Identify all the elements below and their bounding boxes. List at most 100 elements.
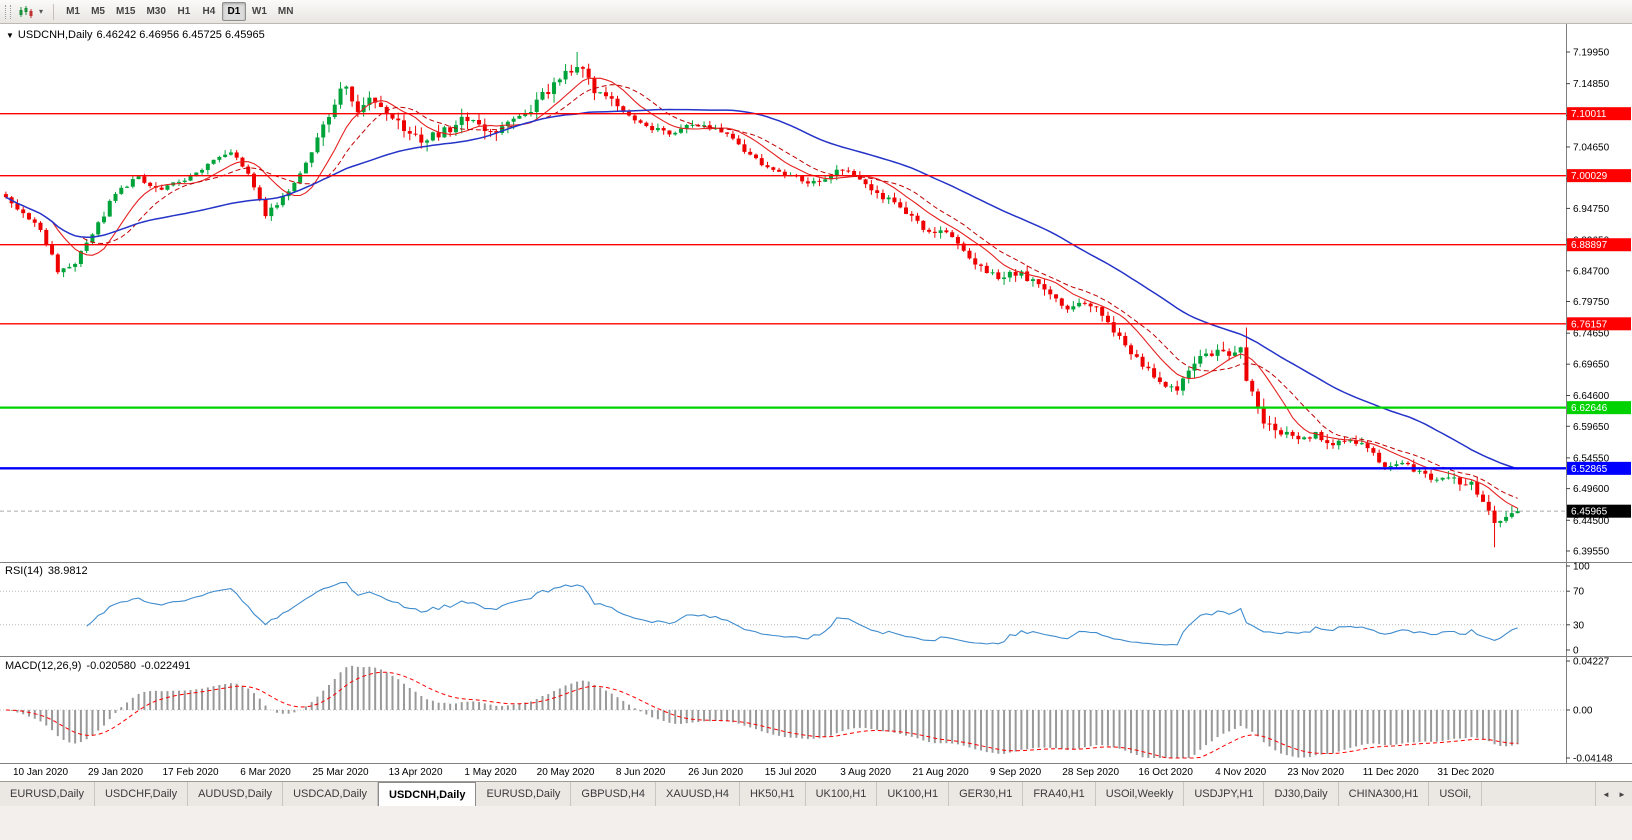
candlestick-chart-icon	[19, 5, 33, 18]
candle-body	[1250, 380, 1255, 392]
chart-background[interactable]	[0, 24, 1632, 781]
timeframe-button-h1[interactable]: H1	[177, 6, 191, 17]
current-price-badge: 6.45965	[1567, 504, 1631, 518]
candle-body	[1400, 462, 1405, 465]
timeframe-button-h4[interactable]: H4	[202, 6, 216, 17]
candle-body	[909, 213, 914, 216]
candle-body	[678, 128, 683, 133]
candle-body	[1192, 363, 1197, 371]
date-label: 13 Apr 2020	[389, 767, 443, 778]
time-axis[interactable]: 10 Jan 2020 29 Jan 2020 17 Feb 2020 6 Mar 2…	[13, 767, 1495, 778]
candle-body	[638, 120, 643, 123]
candle-body	[1059, 298, 1064, 306]
chart-tab-hk50-h1[interactable]: HK50,H1	[740, 782, 806, 806]
chart-tab-uk100-h1[interactable]: UK100,H1	[806, 782, 878, 806]
dropdown-caret-icon[interactable]: ▾	[39, 7, 44, 16]
candle-body	[182, 180, 187, 182]
candle-body	[1365, 443, 1370, 449]
date-label: 4 Nov 2020	[1215, 767, 1267, 778]
svg-text:6.45965: 6.45965	[1571, 507, 1608, 518]
candle-body	[130, 179, 135, 187]
candle-body	[44, 229, 49, 245]
candle-body	[430, 132, 435, 141]
timeframe-button-d1[interactable]: D1	[221, 2, 246, 21]
chart-tab-gbpusd-h4[interactable]: GBPUSD,H4	[571, 782, 656, 806]
candle-body	[477, 119, 482, 125]
chart-tab-audusd-daily[interactable]: AUDUSD,Daily	[188, 782, 284, 806]
candle-body	[1117, 332, 1122, 336]
candle-body	[1290, 431, 1295, 436]
candle-body	[1446, 477, 1451, 479]
chart-tab-usoil-[interactable]: USOil,	[1429, 782, 1483, 806]
candle-body	[223, 154, 228, 157]
candle-body	[1434, 479, 1439, 481]
candle-body	[540, 92, 545, 100]
chart-tab-usoil-weekly[interactable]: USOil,Weekly	[1096, 782, 1185, 806]
candle-body	[1388, 465, 1393, 467]
timeframe-button-m15[interactable]: M15	[116, 6, 136, 17]
candle-body	[1469, 481, 1474, 485]
chart-tab-usdjpy-h1[interactable]: USDJPY,H1	[1184, 782, 1265, 806]
candle-body	[759, 158, 764, 166]
chart-tab-ger30-h1[interactable]: GER30,H1	[949, 782, 1024, 806]
candle-body	[442, 127, 447, 138]
candle-body	[777, 169, 782, 172]
candle-body	[719, 128, 724, 133]
date-label: 1 May 2020	[464, 767, 517, 778]
timeframe-toolbar: ▾ M1 M5 M15 M30 H1 H4 D1 W1 MN	[0, 0, 1632, 24]
chart-tab-china300-h1[interactable]: CHINA300,H1	[1339, 782, 1430, 806]
svg-text:6.62646: 6.62646	[1571, 403, 1608, 414]
candle-body	[546, 92, 551, 95]
candle-body	[200, 169, 205, 173]
candle-body	[419, 134, 424, 143]
date-label: 31 Dec 2020	[1437, 767, 1494, 778]
timeframe-button-m5[interactable]: M5	[91, 6, 105, 17]
chart-type-icon[interactable]	[18, 5, 34, 19]
toolbar-drag-handle[interactable]	[5, 4, 11, 19]
candle-body	[26, 213, 31, 220]
tab-scroll-right-button[interactable]: ►	[1618, 789, 1626, 799]
candle-body	[378, 102, 383, 107]
candle-body	[251, 173, 256, 188]
candle-body	[159, 187, 164, 190]
chart-tab-uk100-h1[interactable]: UK100,H1	[877, 782, 950, 806]
timeframe-button-mn[interactable]: MN	[277, 6, 294, 17]
collapse-chart-icon[interactable]: ▼	[6, 30, 14, 40]
chart-tab-dj30-daily[interactable]: DJ30,Daily	[1264, 782, 1339, 806]
chart-tab-eurusd-daily[interactable]: EURUSD,Daily	[0, 782, 95, 806]
price-line-badge: 6.52865	[1567, 461, 1631, 475]
macd-axis[interactable]: 0.04227 0.00 -0.04148	[1566, 657, 1613, 765]
rsi-axis[interactable]: 100 70 30 0	[1566, 562, 1590, 657]
price-tick-label: 7.19950	[1573, 48, 1610, 59]
candle-body	[67, 266, 72, 269]
candle-body	[1371, 448, 1376, 453]
candle-body	[1486, 501, 1491, 511]
chart-tab-bar: EURUSD,Daily USDCHF,Daily AUDUSD,Daily USDC…	[0, 781, 1632, 806]
candle-body	[275, 205, 280, 208]
chart-tab-usdcad-daily[interactable]: USDCAD,Daily	[283, 782, 379, 806]
chart-tab-usdchf-daily[interactable]: USDCHF,Daily	[95, 782, 189, 806]
candle-body	[1492, 510, 1497, 523]
candle-body	[690, 124, 695, 126]
chart-tab-xauusd-h4[interactable]: XAUUSD,H4	[656, 782, 740, 806]
timeframe-button-m30[interactable]: M30	[146, 6, 166, 17]
timeframe-button-m1[interactable]: M1	[66, 6, 80, 17]
candle-body	[552, 82, 557, 95]
chart-tab-fra40-h1[interactable]: FRA40,H1	[1023, 782, 1096, 806]
chart-tab-eurusd-daily[interactable]: EURUSD,Daily	[476, 782, 572, 806]
chart-tab-usdcnh-daily[interactable]: USDCNH,Daily	[378, 782, 477, 806]
candle-body	[1123, 335, 1128, 346]
candle-body	[857, 175, 862, 180]
timeframe-button-w1[interactable]: W1	[251, 6, 267, 17]
candle-body	[1475, 481, 1480, 495]
timeframe-buttons: M1 M5 M15 M30 H1 H4 D1 W1 MN	[61, 2, 298, 21]
candle-body	[350, 86, 355, 102]
tab-scroll-left-button[interactable]: ◄	[1602, 789, 1610, 799]
candle-body	[1325, 440, 1330, 444]
candle-body	[1498, 520, 1503, 523]
moving-average-9	[5, 77, 1518, 509]
rsi-name: RSI(14)	[5, 565, 43, 577]
candle-body	[898, 202, 903, 208]
candle-body	[1429, 473, 1434, 480]
